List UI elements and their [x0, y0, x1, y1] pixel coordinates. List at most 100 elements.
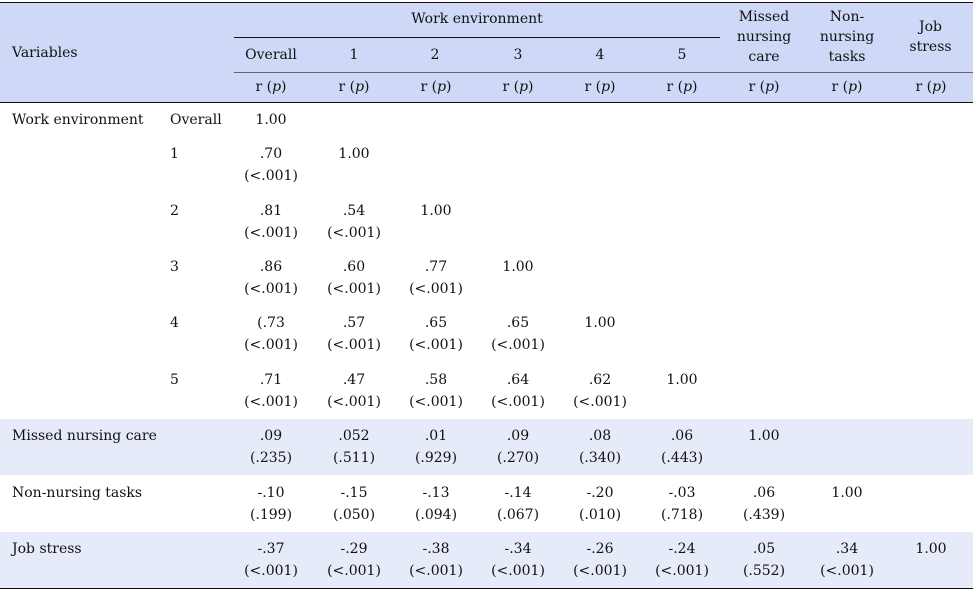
table-cell: 1.00: [231, 109, 311, 131]
cell-r-value: 1.00: [666, 372, 698, 388]
cell-r-value: -.10: [257, 485, 285, 501]
cell-p-value: (.511): [332, 450, 376, 466]
cell-r-value: 1.00: [915, 541, 947, 557]
table-cell: -.20 (.010): [560, 482, 640, 526]
cell-p-value: (<.001): [409, 563, 463, 579]
col-header-4: 4: [595, 47, 605, 63]
stat-label-r: r (: [831, 79, 849, 95]
table-cell: .06 (.439): [724, 482, 804, 526]
cell-r-value: .60: [342, 259, 366, 275]
col-header-2: 2: [430, 47, 440, 63]
row-sublabel: 2: [170, 203, 179, 219]
cell-p-value: (<.001): [244, 563, 298, 579]
row-sublabel: 3: [170, 259, 179, 275]
cell-p-value: (.067): [496, 507, 540, 523]
cell-p-value: (.010): [578, 507, 622, 523]
header-missed-nursing-care: Missed nursing care: [722, 7, 806, 67]
table-cell: -.15 (.050): [314, 482, 394, 526]
stat-label-p: p: [765, 79, 775, 95]
table-cell: .08 (.340): [560, 425, 640, 469]
stat-label-p: p: [932, 79, 942, 95]
cell-p-value: (<.001): [327, 337, 381, 353]
cell-r-value: .62: [588, 372, 612, 388]
cell-r-value: 1.00: [831, 485, 863, 501]
cell-p-value: (.439): [742, 507, 786, 523]
stat-label-close: ): [281, 79, 287, 95]
cell-p-value: (<.001): [655, 563, 709, 579]
stat-label-r: r (: [420, 79, 438, 95]
table-cell: .06 (.443): [642, 425, 722, 469]
cell-r-value: .01: [424, 428, 448, 444]
cell-r-value: .08: [588, 428, 612, 444]
cell-p-value: (.094): [414, 507, 458, 523]
cell-r-value: -.29: [340, 541, 368, 557]
cell-r-value: -.26: [586, 541, 614, 557]
header-missed-line2: nursing: [736, 29, 792, 45]
cell-r-value: .06: [670, 428, 694, 444]
table-cell: 1.00: [891, 538, 971, 560]
cell-r-value: 1.00: [748, 428, 780, 444]
col-header-1: 1: [349, 47, 359, 63]
stat-label-r: r (: [584, 79, 602, 95]
table-cell: -.29 (<.001): [314, 538, 394, 582]
cell-r-value: 1.00: [338, 146, 370, 162]
cell-p-value: (<.001): [327, 394, 381, 410]
cell-r-value: .77: [424, 259, 448, 275]
row-sublabel: 4: [170, 315, 179, 331]
row-sublabel: Overall: [170, 112, 222, 128]
stat-label-close: ): [446, 79, 452, 95]
cell-r-value: .70: [259, 146, 283, 162]
stat-label-close: ): [941, 79, 947, 95]
table-cell: .65 (<.001): [396, 312, 476, 356]
cell-r-value: .81: [259, 203, 283, 219]
cell-r-value: .052: [338, 428, 370, 444]
col-header-overall: Overall: [245, 47, 297, 63]
cell-r-value: .64: [506, 372, 530, 388]
table-cell: .09 (.235): [231, 425, 311, 469]
header-variables: Variables: [12, 45, 78, 61]
rule-work-env: [234, 37, 720, 38]
cell-p-value: (.199): [249, 507, 293, 523]
cell-r-value: -.14: [504, 485, 532, 501]
table-cell: .60 (<.001): [314, 256, 394, 300]
cell-p-value: (.270): [496, 450, 540, 466]
stat-label: r (p): [314, 77, 394, 97]
stat-label-r: r (: [748, 79, 766, 95]
cell-p-value: (.929): [414, 450, 458, 466]
table-cell: 1.00: [724, 425, 804, 447]
stat-label-r: r (: [338, 79, 356, 95]
table-cell: 1.00: [314, 143, 394, 165]
cell-p-value: (<.001): [491, 337, 545, 353]
table-cell: .71 (<.001): [231, 369, 311, 413]
cell-r-value: (.73: [257, 315, 285, 331]
cell-p-value: (<.001): [820, 563, 874, 579]
top-rule: [0, 2, 973, 3]
col-header-3: 3: [513, 47, 523, 63]
stat-label-p: p: [519, 79, 529, 95]
cell-r-value: -.20: [586, 485, 614, 501]
cell-p-value: (<.001): [244, 394, 298, 410]
cell-r-value: -.03: [668, 485, 696, 501]
table-cell: 1.00: [478, 256, 558, 278]
stat-label-close: ): [692, 79, 698, 95]
table-cell: .05 (.552): [724, 538, 804, 582]
header-missed-line3: care: [748, 49, 780, 65]
cell-p-value: (<.001): [327, 281, 381, 297]
stat-label: r (p): [231, 77, 311, 97]
row-label: Non-nursing tasks: [12, 485, 143, 501]
col-header-5: 5: [677, 47, 687, 63]
stat-label-r: r (: [502, 79, 520, 95]
cell-p-value: (<.001): [491, 394, 545, 410]
stat-label: r (p): [724, 77, 804, 97]
header-nonnursing-line2: nursing: [819, 29, 875, 45]
cell-p-value: (<.001): [327, 563, 381, 579]
cell-r-value: -.37: [257, 541, 285, 557]
cell-p-value: (.050): [332, 507, 376, 523]
table-cell: .57 (<.001): [314, 312, 394, 356]
cell-r-value: .47: [342, 372, 366, 388]
cell-r-value: -.24: [668, 541, 696, 557]
cell-p-value: (<.001): [244, 337, 298, 353]
cell-r-value: 1.00: [420, 203, 452, 219]
cell-r-value: .06: [752, 485, 776, 501]
cell-r-value: .58: [424, 372, 448, 388]
